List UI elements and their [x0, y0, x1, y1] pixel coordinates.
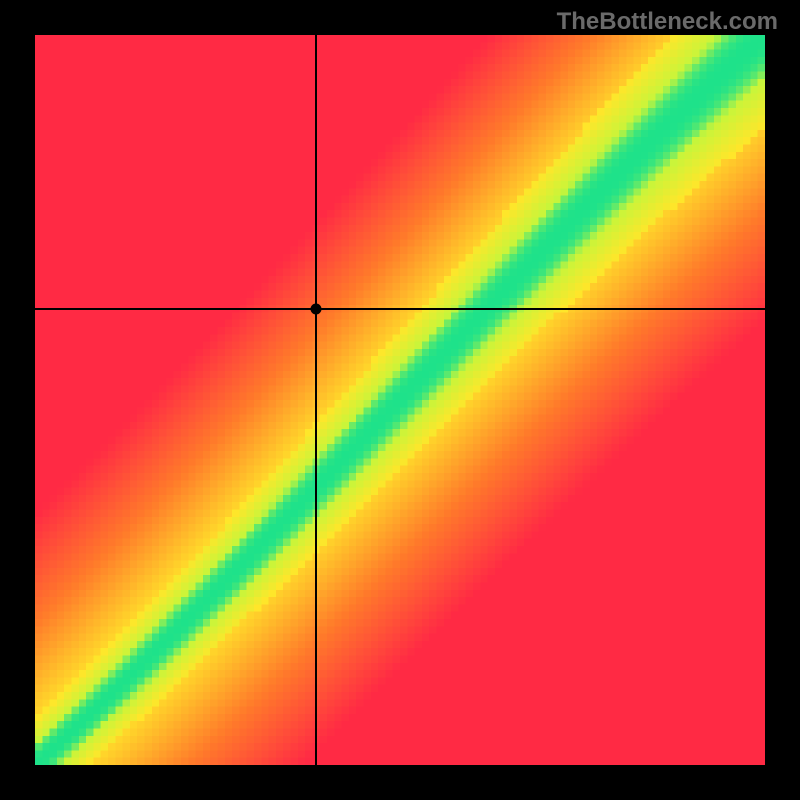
watermark-text: TheBottleneck.com — [557, 8, 778, 36]
crosshair-horizontal — [35, 308, 765, 310]
plot-area — [35, 35, 765, 765]
crosshair-vertical — [315, 35, 317, 765]
heatmap-canvas — [35, 35, 765, 765]
chart-container: TheBottleneck.com — [0, 0, 800, 800]
crosshair-marker — [311, 303, 322, 314]
